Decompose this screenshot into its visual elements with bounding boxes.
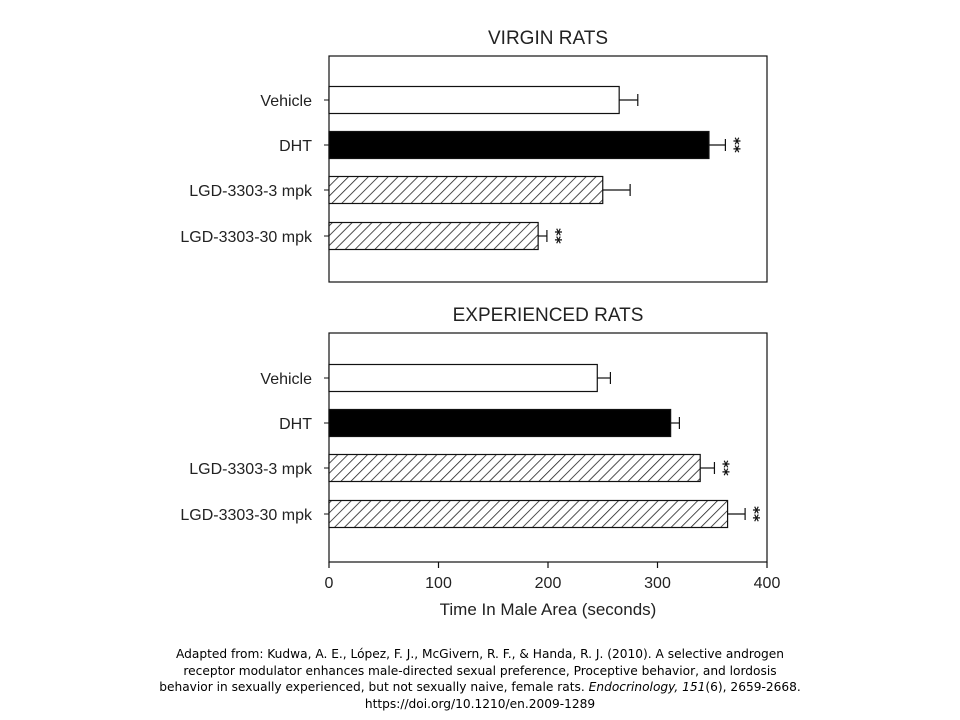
panel-title: EXPERIENCED RATS [453, 305, 644, 326]
significance-marker: ** [714, 460, 732, 476]
bar [328, 175, 604, 205]
caption-journal: Endocrinology, 151 [588, 680, 706, 694]
experienced-rats-panel: EXPERIENCED RATS Vehicle DHT LGD-3303-3 mpk… [180, 305, 768, 563]
category-label: DHT [279, 416, 312, 433]
bar [328, 221, 539, 251]
chart: VIRGIN RATS Vehicle DHT ** LGD-3303-3 mpk LGD… [180, 28, 781, 619]
bar [328, 363, 598, 393]
category-label: LGD-3303-30 mpk [180, 507, 313, 524]
x-tick-label: 300 [644, 575, 671, 592]
caption-line-3-end: (6), 2659-2668. [705, 680, 801, 694]
category-label: LGD-3303-3 mpk [189, 461, 313, 478]
category-label: LGD-3303-30 mpk [180, 229, 313, 246]
x-tick-label: 0 [325, 575, 334, 592]
significance-marker: ** [745, 506, 763, 522]
x-tick-label: 200 [535, 575, 562, 592]
caption-line-3-start: behavior in sexually experienced, but no… [159, 680, 589, 694]
caption-line-3: behavior in sexually experienced, but no… [120, 679, 840, 696]
bar [328, 499, 729, 529]
x-tick-label: 400 [754, 575, 781, 592]
category-label: Vehicle [260, 371, 312, 388]
bar [328, 85, 620, 115]
significance-marker: ** [725, 137, 743, 153]
x-axis-title: Time In Male Area (seconds) [440, 600, 657, 619]
panel-title: VIRGIN RATS [488, 28, 608, 49]
caption-line-2: receptor modulator enhances male-directe… [183, 663, 777, 678]
category-label: DHT [279, 138, 312, 155]
bar [328, 408, 672, 438]
virgin-rats-panel: VIRGIN RATS Vehicle DHT ** LGD-3303-3 mpk LGD… [180, 28, 768, 283]
significance-marker: ** [547, 228, 565, 244]
plot-frame [328, 55, 768, 283]
category-label: LGD-3303-3 mpk [189, 183, 313, 200]
bar [328, 453, 701, 483]
bar [328, 130, 710, 160]
x-axis: 0 100 200 300 400 Time In Male Area (seconds) [325, 562, 781, 619]
citation-caption: Adapted from: Kudwa, A. E., López, F. J.… [120, 646, 840, 712]
caption-doi: https://doi.org/10.1210/en.2009-1289 [364, 696, 596, 711]
category-label: Vehicle [260, 93, 312, 110]
caption-line-1: Adapted from: Kudwa, A. E., López, F. J.… [176, 647, 784, 661]
x-tick-label: 100 [425, 575, 452, 592]
